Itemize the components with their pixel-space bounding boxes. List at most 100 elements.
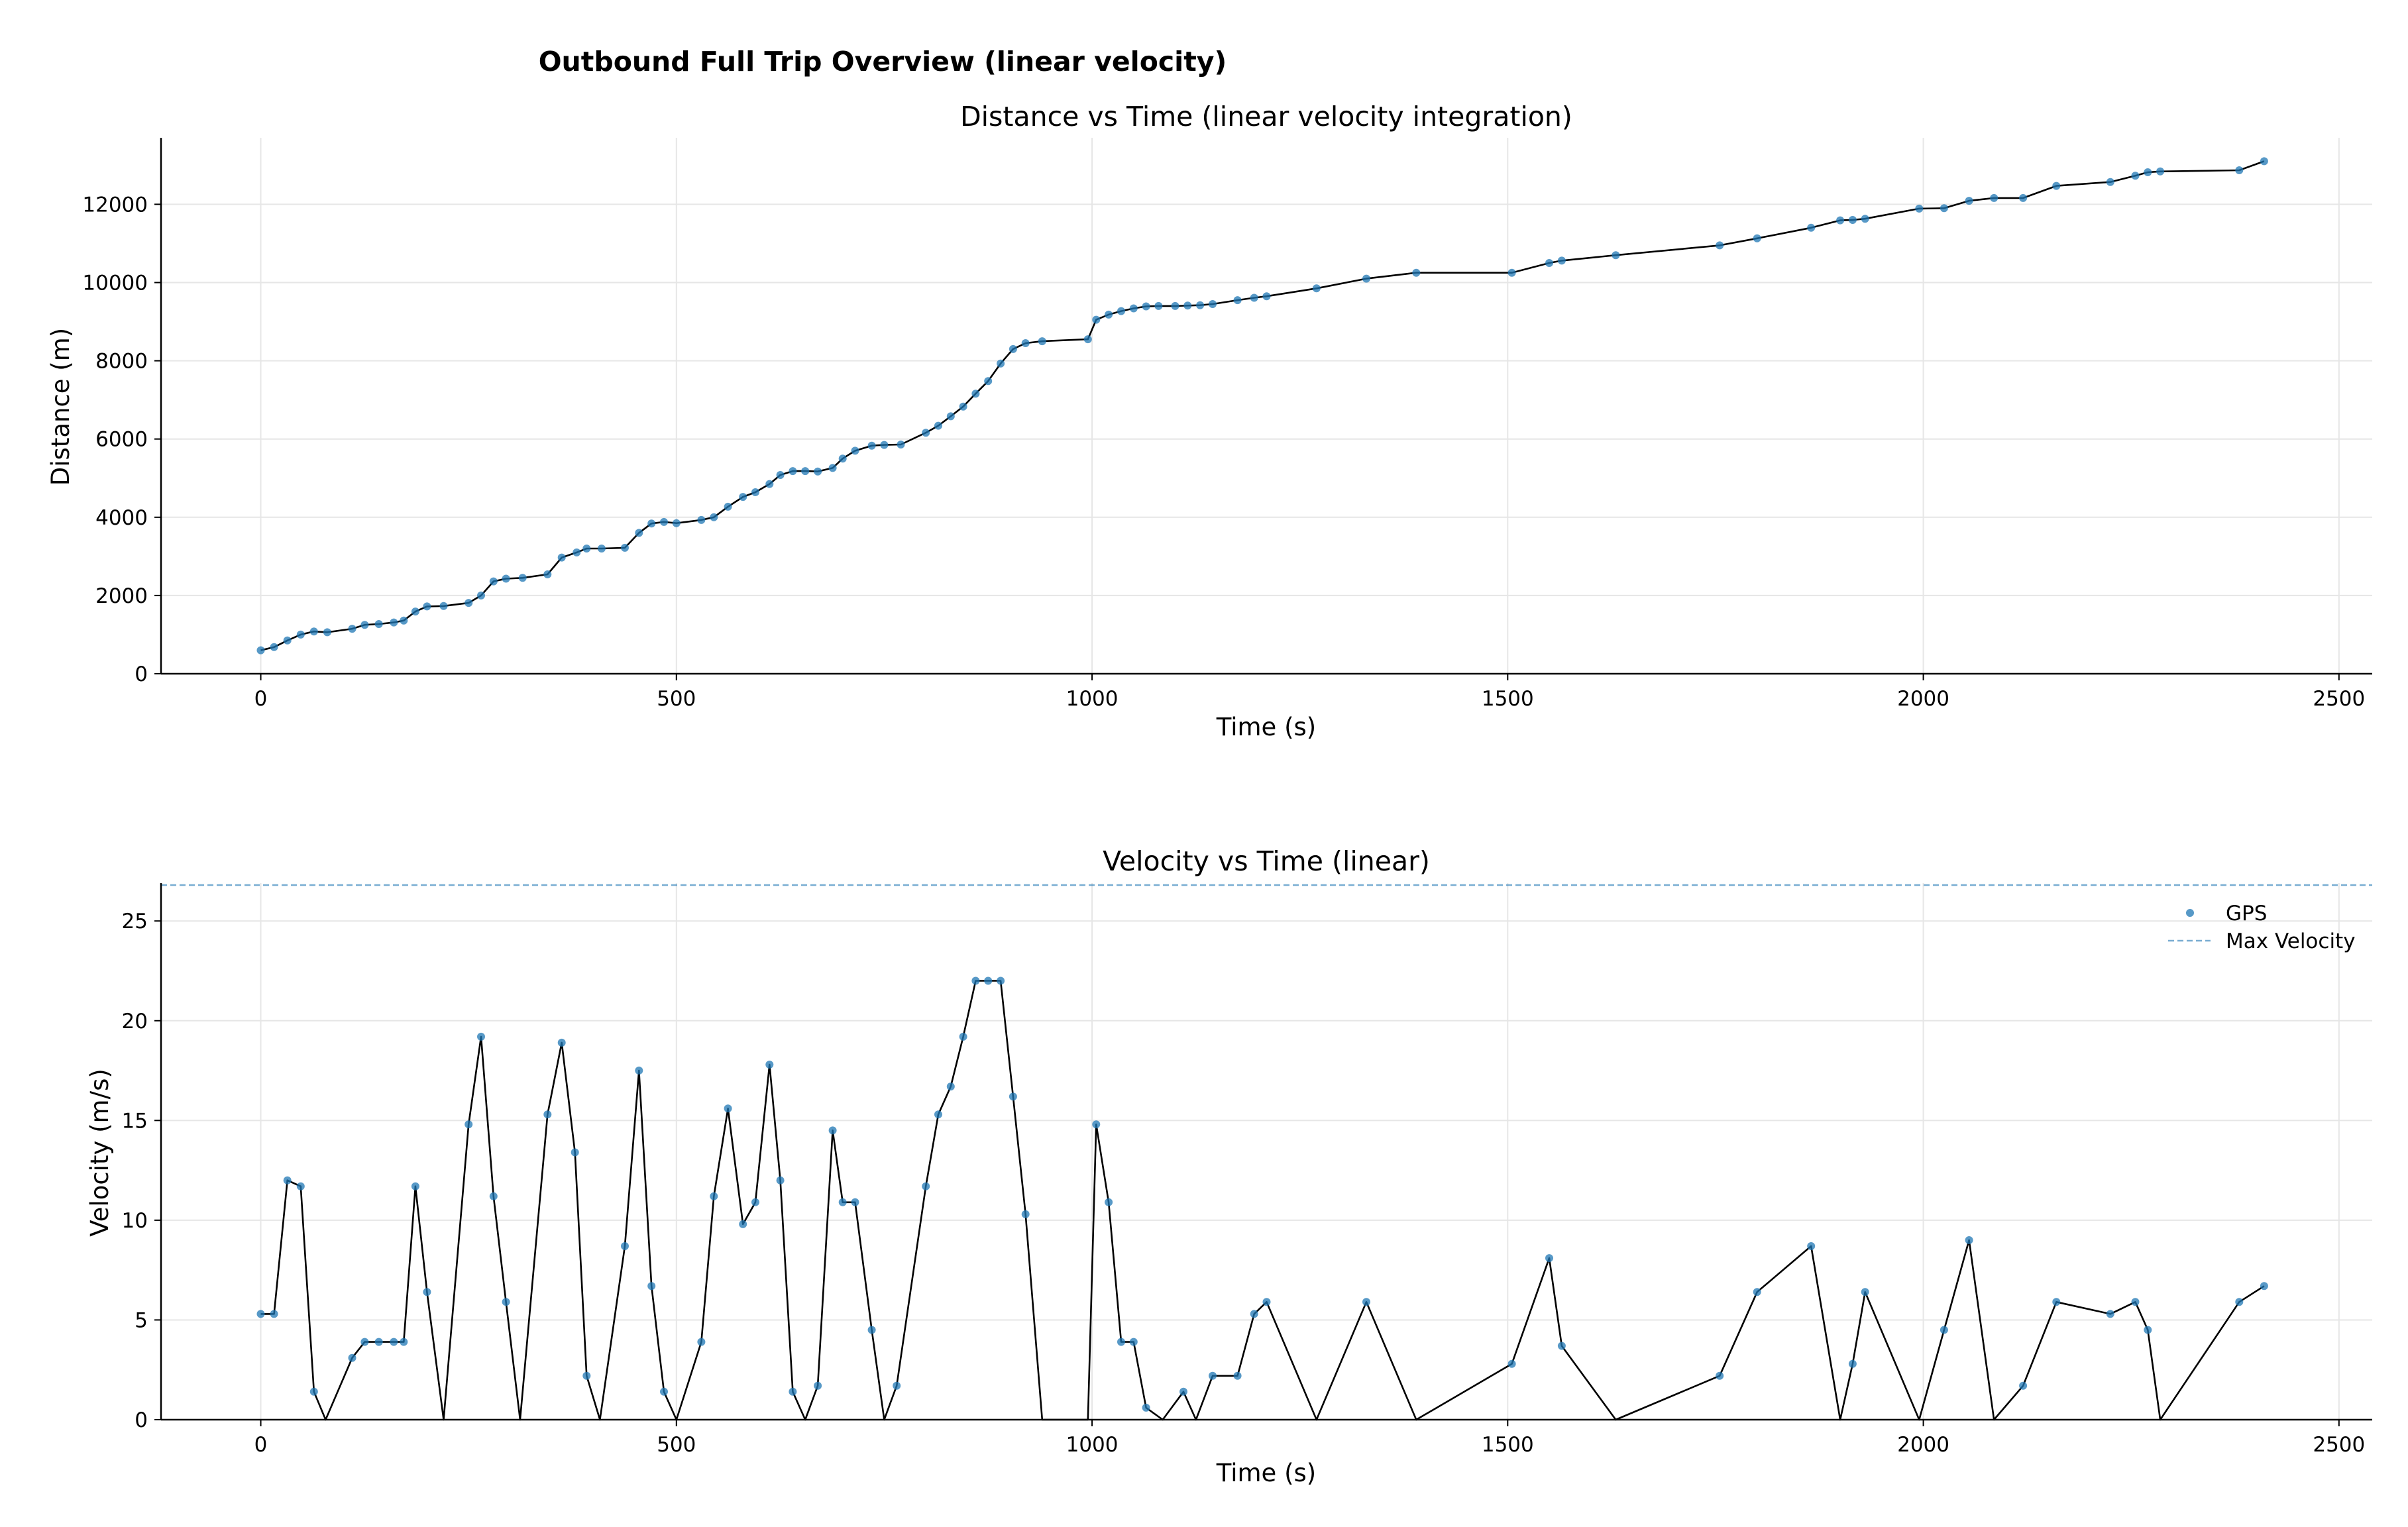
distance-gps-point — [1990, 193, 1998, 202]
velocity-gps-point — [1362, 1298, 1370, 1306]
velocity-gps-point — [2144, 1326, 2152, 1334]
distance-gps-point — [801, 467, 810, 476]
distance-gps-point — [309, 627, 318, 636]
distance-gps-point — [256, 646, 265, 655]
velocity-gps-point — [400, 1338, 408, 1346]
distance-x-tick-label: 1500 — [1482, 687, 1534, 711]
distance-x-tick-label: 2500 — [2313, 687, 2365, 711]
distance-gps-point — [2260, 157, 2268, 166]
distance-gps-point — [2019, 193, 2028, 202]
distance-gps-point — [697, 515, 706, 524]
distance-gps-point — [360, 621, 369, 629]
distance-gps-point — [867, 441, 876, 450]
velocity-gps-point — [1716, 1371, 1724, 1380]
velocity-gps-point — [283, 1176, 292, 1185]
velocity-gps-point — [828, 1126, 837, 1135]
velocity-gps-point — [1965, 1236, 1973, 1244]
velocity-y-tick-label: 20 — [122, 1010, 148, 1033]
velocity-x-tick-label: 500 — [657, 1433, 696, 1457]
distance-gps-point — [751, 488, 759, 496]
distance-gps-point — [296, 630, 305, 639]
distance-gps-point — [984, 377, 993, 386]
velocity-gps-point — [557, 1038, 566, 1047]
velocity-gps-point — [739, 1220, 747, 1228]
distance-gps-point — [1262, 292, 1271, 301]
velocity-y-tick-label: 5 — [135, 1308, 148, 1332]
distance-gps-point — [323, 628, 331, 637]
distance-gps-point — [489, 577, 498, 586]
velocity-chart: Velocity vs Time (linear) 0 500 1000 1500 20… — [85, 845, 2372, 1487]
velocity-series-line — [260, 980, 2265, 1421]
distance-gps-point — [838, 454, 847, 463]
velocity-gps-point — [971, 976, 980, 985]
distance-gps-point — [1545, 259, 1553, 267]
velocity-gps-point — [776, 1176, 785, 1185]
distance-gps-point — [543, 570, 552, 578]
velocity-gps-point — [309, 1387, 318, 1396]
velocity-gps-point — [296, 1182, 305, 1190]
distance-y-tick-label: 6000 — [95, 428, 148, 452]
velocity-gps-point — [390, 1338, 398, 1346]
distance-y-tick-label: 8000 — [95, 350, 148, 374]
distance-gps-point — [789, 467, 797, 476]
distance-x-axis-label: Time (s) — [1216, 713, 1316, 741]
distance-gps-point — [1092, 315, 1101, 324]
distance-chart-title: Distance vs Time (linear velocity integr… — [960, 101, 1572, 132]
distance-plot-area — [256, 157, 2268, 655]
distance-gps-point — [851, 447, 859, 455]
velocity-gps-point — [838, 1198, 847, 1206]
distance-gps-point — [2052, 182, 2061, 190]
distance-gps-point — [1965, 197, 1973, 205]
distance-gps-point — [2156, 167, 2165, 176]
velocity-x-tick-label: 0 — [254, 1433, 268, 1457]
distance-gps-point — [597, 545, 606, 553]
velocity-gps-point — [1021, 1210, 1030, 1218]
velocity-gps-point — [1092, 1120, 1101, 1129]
distance-gps-point — [1154, 301, 1163, 310]
distance-y-ticks: 0 2000 4000 6000 8000 10000 12000 — [82, 193, 161, 686]
velocity-gps-point — [1861, 1288, 1869, 1296]
distance-gps-point — [647, 519, 656, 528]
distance-gps-point — [971, 390, 980, 398]
distance-y-tick-label: 12000 — [82, 193, 148, 217]
velocity-gps-point — [571, 1148, 579, 1157]
distance-gps-point — [997, 359, 1005, 368]
distance-x-tick-label: 0 — [254, 687, 268, 711]
velocity-gps-point — [477, 1032, 485, 1041]
distance-gps-point — [1233, 296, 1242, 305]
velocity-gps-point — [1940, 1326, 1948, 1334]
distance-gps-point — [390, 618, 398, 627]
distance-gps-point — [1807, 223, 1816, 232]
velocity-x-tick-label: 2500 — [2313, 1433, 2365, 1457]
distance-gps-point — [739, 493, 747, 501]
distance-gps-point — [1753, 234, 1761, 242]
distance-gridlines — [161, 138, 2372, 674]
distance-gps-point — [724, 502, 732, 511]
velocity-gps-point — [423, 1288, 431, 1296]
velocity-gps-point — [765, 1061, 774, 1069]
distance-y-axis-label: Distance (m) — [46, 328, 75, 486]
distance-gps-point — [1836, 216, 1845, 225]
velocity-gps-point — [348, 1353, 356, 1362]
velocity-gps-point — [647, 1282, 656, 1290]
distance-gps-point — [1312, 284, 1321, 293]
velocity-gps-point — [2131, 1298, 2140, 1306]
distance-gps-point — [1129, 304, 1138, 313]
distance-gps-point — [621, 543, 629, 552]
velocity-gps-point — [2260, 1282, 2268, 1290]
distance-gps-point — [439, 602, 448, 610]
distance-gps-point — [2131, 172, 2140, 180]
velocity-gps-point — [374, 1338, 383, 1346]
distance-gps-point — [776, 471, 785, 479]
velocity-gps-point — [922, 1182, 930, 1190]
distance-gps-point — [1848, 216, 1857, 224]
distance-gps-point — [1171, 301, 1179, 310]
velocity-gps-point — [1009, 1092, 1017, 1101]
distance-gps-point — [880, 441, 889, 449]
velocity-gps-point — [893, 1381, 901, 1390]
distance-gps-point — [465, 599, 473, 607]
velocity-gps-point — [1209, 1371, 1217, 1380]
distance-gps-point — [897, 441, 905, 448]
distance-gps-point — [934, 421, 942, 430]
